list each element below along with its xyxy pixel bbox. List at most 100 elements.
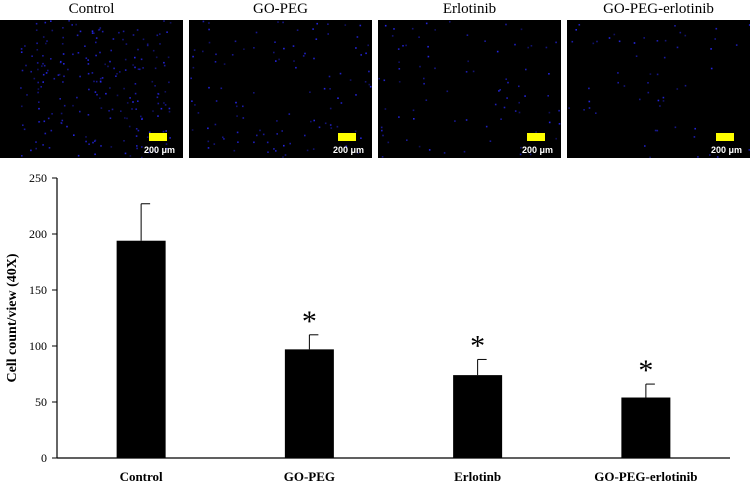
stained-cell-dot — [330, 127, 333, 129]
stained-cell-dot — [234, 40, 237, 43]
stained-cell-dot — [635, 55, 638, 57]
stained-cell-dot — [131, 108, 133, 110]
stained-cell-dot — [578, 24, 581, 26]
stained-cell-dot — [79, 75, 81, 78]
stained-cell-dot — [135, 108, 137, 110]
y-tick-label: 200 — [29, 227, 47, 241]
stained-cell-dot — [93, 32, 95, 34]
stained-cell-dot — [202, 20, 205, 23]
stained-cell-dot — [262, 133, 265, 136]
stained-cell-dot — [644, 145, 646, 147]
stained-cell-dot — [61, 43, 64, 45]
stained-cell-dot — [423, 77, 425, 80]
stained-cell-dot — [398, 81, 401, 83]
x-category-label: Erlotinb — [454, 469, 501, 484]
stained-cell-dot — [23, 128, 26, 131]
stained-cell-dot — [276, 133, 278, 135]
stained-cell-dot — [122, 30, 125, 33]
stained-cell-dot — [328, 75, 331, 78]
stained-cell-dot — [59, 61, 62, 64]
stained-cell-dot — [135, 135, 138, 137]
stained-cell-dot — [575, 29, 577, 31]
bar — [453, 375, 503, 458]
stained-cell-dot — [97, 29, 100, 31]
stained-cell-dot — [654, 129, 657, 132]
panel-title: Control — [68, 1, 115, 17]
y-tick-label: 150 — [29, 283, 47, 297]
stained-cell-dot — [20, 87, 22, 89]
stained-cell-dot — [165, 147, 168, 150]
stained-cell-dot — [98, 28, 101, 31]
stained-cell-dot — [208, 22, 210, 24]
stained-cell-dot — [50, 20, 52, 22]
stained-cell-dot — [192, 66, 195, 69]
stained-cell-dot — [47, 69, 49, 72]
stained-cell-dot — [530, 45, 533, 47]
stained-cell-dot — [137, 48, 139, 51]
stained-cell-dot — [384, 24, 387, 27]
stained-cell-dot — [446, 90, 449, 93]
stained-cell-dot — [35, 22, 38, 25]
stained-cell-dot — [155, 56, 158, 59]
stained-cell-dot — [659, 105, 661, 107]
stained-cell-dot — [63, 104, 66, 107]
cell-dots — [378, 21, 561, 158]
scale-bar — [527, 133, 545, 141]
stained-cell-dot — [548, 121, 551, 124]
stained-cell-dot — [154, 85, 156, 87]
stained-cell-dot — [714, 38, 716, 40]
stained-cell-dot — [514, 110, 517, 112]
stained-cell-dot — [76, 34, 79, 37]
stained-cell-dot — [518, 85, 520, 88]
stained-cell-dot — [135, 128, 138, 130]
stained-cell-dot — [156, 34, 159, 37]
stained-cell-dot — [208, 86, 210, 89]
stained-cell-dot — [160, 107, 163, 110]
stained-cell-dot — [339, 72, 342, 75]
stained-cell-dot — [141, 156, 143, 158]
stained-cell-dot — [548, 111, 551, 114]
stained-cell-dot — [555, 137, 557, 140]
stained-cell-dot — [116, 73, 118, 75]
stained-cell-dot — [633, 42, 636, 44]
stained-cell-dot — [87, 63, 90, 65]
stained-cell-dot — [123, 140, 125, 142]
stained-cell-dot — [36, 62, 39, 64]
stained-cell-dot — [617, 81, 619, 84]
stained-cell-dot — [110, 146, 113, 148]
stained-cell-dot — [87, 72, 90, 75]
stained-cell-dot — [194, 104, 196, 106]
stained-cell-dot — [136, 145, 138, 147]
stained-cell-dot — [283, 144, 285, 147]
stained-cell-dot — [134, 92, 137, 95]
stained-cell-dot — [207, 127, 209, 130]
stained-cell-dot — [288, 113, 291, 115]
stained-cell-dot — [94, 91, 97, 93]
stained-cell-dot — [35, 141, 37, 143]
stained-cell-dot — [167, 56, 170, 59]
stained-cell-dot — [116, 94, 119, 97]
stained-cell-dot — [387, 141, 390, 144]
stained-cell-dot — [434, 29, 436, 31]
stained-cell-dot — [107, 65, 109, 68]
stained-cell-dot — [140, 115, 142, 118]
y-tick-label: 250 — [29, 171, 47, 185]
scale-bar — [149, 133, 167, 141]
stained-cell-dot — [398, 68, 401, 70]
stained-cell-dot — [202, 50, 204, 53]
stained-cell-dot — [190, 77, 192, 80]
stained-cell-dot — [709, 154, 711, 156]
stained-cell-dot — [223, 138, 225, 140]
stained-cell-dot — [360, 137, 362, 139]
stained-cell-dot — [613, 33, 616, 36]
stained-cell-dot — [710, 67, 713, 70]
stained-cell-dot — [275, 150, 277, 152]
stained-cell-dot — [43, 64, 46, 67]
stained-cell-dot — [36, 42, 38, 45]
y-tick-label: 0 — [41, 451, 47, 465]
stained-cell-dot — [84, 45, 86, 47]
stained-cell-dot — [568, 107, 570, 109]
stained-cell-dot — [43, 120, 46, 123]
stained-cell-dot — [428, 149, 431, 151]
stained-cell-dot — [649, 73, 652, 75]
